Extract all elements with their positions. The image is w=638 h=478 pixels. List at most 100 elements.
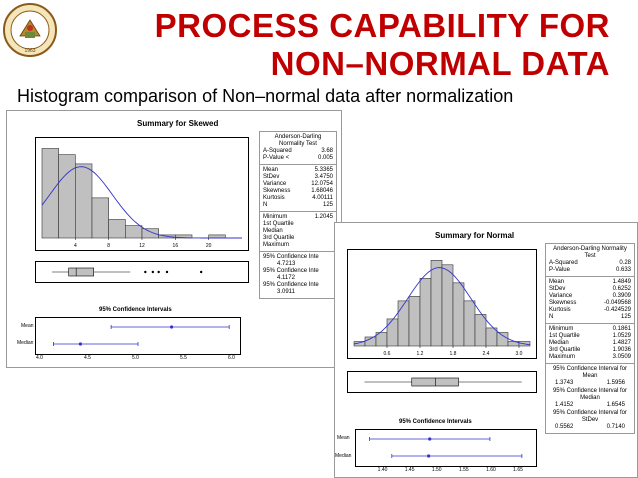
skewed-ad-value: 0.005 <box>317 155 333 161</box>
normal-ci-tick-label: 1.65 <box>513 467 523 473</box>
skewed-outlier <box>144 270 147 274</box>
normal-quartile-label: Minimum <box>549 326 574 332</box>
normal-ad-value: 0.633 <box>615 267 631 273</box>
skewed-boxplot <box>52 267 203 277</box>
university-seal-logo: 1963 <box>2 2 58 58</box>
skewed-ci-plot <box>53 325 230 346</box>
skewed-outlier <box>157 270 160 274</box>
skewed-box <box>68 267 94 277</box>
skewed-quartile-value: 1.2045 <box>314 214 333 220</box>
normal-ad-row: A-Squared 0.28 <box>549 260 631 267</box>
normal-stat-value: 0.6252 <box>612 286 631 292</box>
normal-histogram: 0.6 1.2 1.8 2.4 3.0 <box>353 259 531 357</box>
normal-bar <box>452 282 465 347</box>
normal-stat-label: N <box>549 314 554 320</box>
normal-bar <box>463 300 476 347</box>
normal-stat-row: StDev 0.6252 <box>549 286 631 293</box>
normal-quartile-value: 1.0529 <box>612 333 631 339</box>
slide-subtitle: Histogram comparison of Non–normal data … <box>17 86 514 106</box>
slide-title-line1: PROCESS CAPABILITY FOR <box>154 7 610 44</box>
normal-ci-mean-title: 95% Confidence Interval for Mean <box>552 366 628 379</box>
skewed-ci-line: 4.1172 <box>277 275 295 281</box>
skewed-ci-label-mean: Mean <box>21 323 34 329</box>
normal-stat-label: StDev <box>549 286 566 292</box>
skewed-quartile-label: 3rd Quartile <box>263 235 295 241</box>
skewed-stat-value: 3.4750 <box>314 174 333 180</box>
normal-tick-label: 0.6 <box>384 351 391 357</box>
normal-stat-value: 1.4849 <box>612 279 631 285</box>
normal-ci-sd-title: 95% Confidence Interval for StDev <box>552 410 628 423</box>
normal-bar <box>419 278 432 347</box>
skewed-stat-label: Mean <box>263 167 279 173</box>
skewed-quartile-label: 1st Quartile <box>263 221 294 227</box>
normal-tick-label: 1.8 <box>450 351 457 357</box>
skewed-stat-value: 5.3365 <box>314 167 333 173</box>
skewed-ci-line: 95% Confidence Inte <box>263 254 319 260</box>
skewed-stat-label: N <box>263 202 268 208</box>
skewed-quartile-row: Maximum <box>263 242 333 249</box>
slide-title-line2: NON–NORMAL DATA <box>270 45 610 82</box>
normal-stat-label: Kurtosis <box>549 307 571 313</box>
skewed-bar <box>125 225 143 239</box>
skewed-ci-title: 95% Confidence Intervals <box>99 307 172 313</box>
normal-bar <box>397 300 410 347</box>
normal-ci-median-high: 1.6545 <box>606 402 625 408</box>
normal-bar <box>441 264 454 347</box>
skewed-stat-row: Kurtosis 4.00111 <box>263 195 333 202</box>
normal-ci-median-point <box>427 454 431 458</box>
skewed-ci-tick-label: 5.0 <box>132 355 139 361</box>
logo-year: 1963 <box>24 48 35 54</box>
skewed-stat-row: Skewness 1.68046 <box>263 188 333 195</box>
skewed-bar <box>75 163 93 239</box>
skewed-ci-line: 95% Confidence Inte <box>263 268 319 274</box>
normal-ci-median-title: 95% Confidence Interval for Median <box>552 388 628 401</box>
normal-quartile-row: 1st Quartile 1.0529 <box>549 333 631 340</box>
skewed-stat-row: StDev 3.4750 <box>263 174 333 181</box>
normal-stat-value: -0.049568 <box>603 300 631 306</box>
skewed-stat-value: 4.00111 <box>312 195 333 201</box>
normal-tick-label: 3.0 <box>516 351 523 357</box>
normal-bar <box>496 332 509 347</box>
normal-quartile-label: Maximum <box>549 354 576 360</box>
skewed-quartile-label: Maximum <box>263 242 290 248</box>
skewed-outlier <box>151 270 155 274</box>
skewed-ad-title: Anderson-Darling Normality Test <box>274 134 322 147</box>
skewed-quartile-row: 3rd Quartile <box>263 235 333 242</box>
skewed-bar <box>208 234 226 239</box>
skewed-outlier <box>199 270 203 274</box>
skewed-quartile-row: Minimum 1.2045 <box>263 214 333 221</box>
normal-bar <box>430 259 443 347</box>
normal-ad-value: 0.28 <box>619 260 631 266</box>
normal-summary-panel: Summary for Normal 0.6 1.2 1.8 2.4 3.0 95% C… <box>334 222 638 478</box>
skewed-stat-row: Variance 12.0754 <box>263 181 333 188</box>
skewed-ad-value: 3.68 <box>321 148 333 154</box>
skewed-ad-label: P-Value < <box>263 155 290 161</box>
skewed-stat-label: Skewness <box>263 188 291 194</box>
skewed-ci-median-point <box>78 342 82 346</box>
normal-quartile-value: 1.9036 <box>612 347 631 353</box>
normal-stat-value: 0.3909 <box>612 293 631 299</box>
skewed-stat-label: StDev <box>263 174 280 180</box>
skewed-tick-label: 16 <box>173 243 179 249</box>
normal-ad-row: P-Value 0.633 <box>549 267 631 274</box>
normal-ad-title: Anderson-Darling Normality Test <box>553 246 627 259</box>
normal-ci-plot <box>369 437 523 458</box>
normal-quartile-row: Minimum 0.1861 <box>549 326 631 333</box>
normal-ci-mean-high: 1.5956 <box>606 380 625 386</box>
normal-ci-label-mean: Mean <box>337 435 350 441</box>
normal-stats-box: Anderson-Darling Normality Test A-Square… <box>545 243 635 434</box>
normal-tick-label: 2.4 <box>483 351 490 357</box>
skewed-bar <box>58 154 76 239</box>
normal-quartile-row: Maximum 3.0509 <box>549 354 631 361</box>
normal-stat-row: Kurtosis -0.424529 <box>549 307 631 314</box>
skewed-ci-line: 4.7213 <box>277 261 296 267</box>
skewed-outlier <box>165 270 169 274</box>
normal-tick-label: 1.2 <box>417 351 424 357</box>
skewed-stat-value: 125 <box>322 202 333 208</box>
normal-ci-tick-label: 1.45 <box>404 467 415 473</box>
normal-stat-value: -0.424529 <box>603 307 631 313</box>
skewed-quartile-row: Median <box>263 228 333 235</box>
normal-ci-sd-low: 0.5562 <box>555 424 574 430</box>
skewed-quartile-row: 1st Quartile <box>263 221 333 228</box>
skewed-bar <box>91 197 109 239</box>
